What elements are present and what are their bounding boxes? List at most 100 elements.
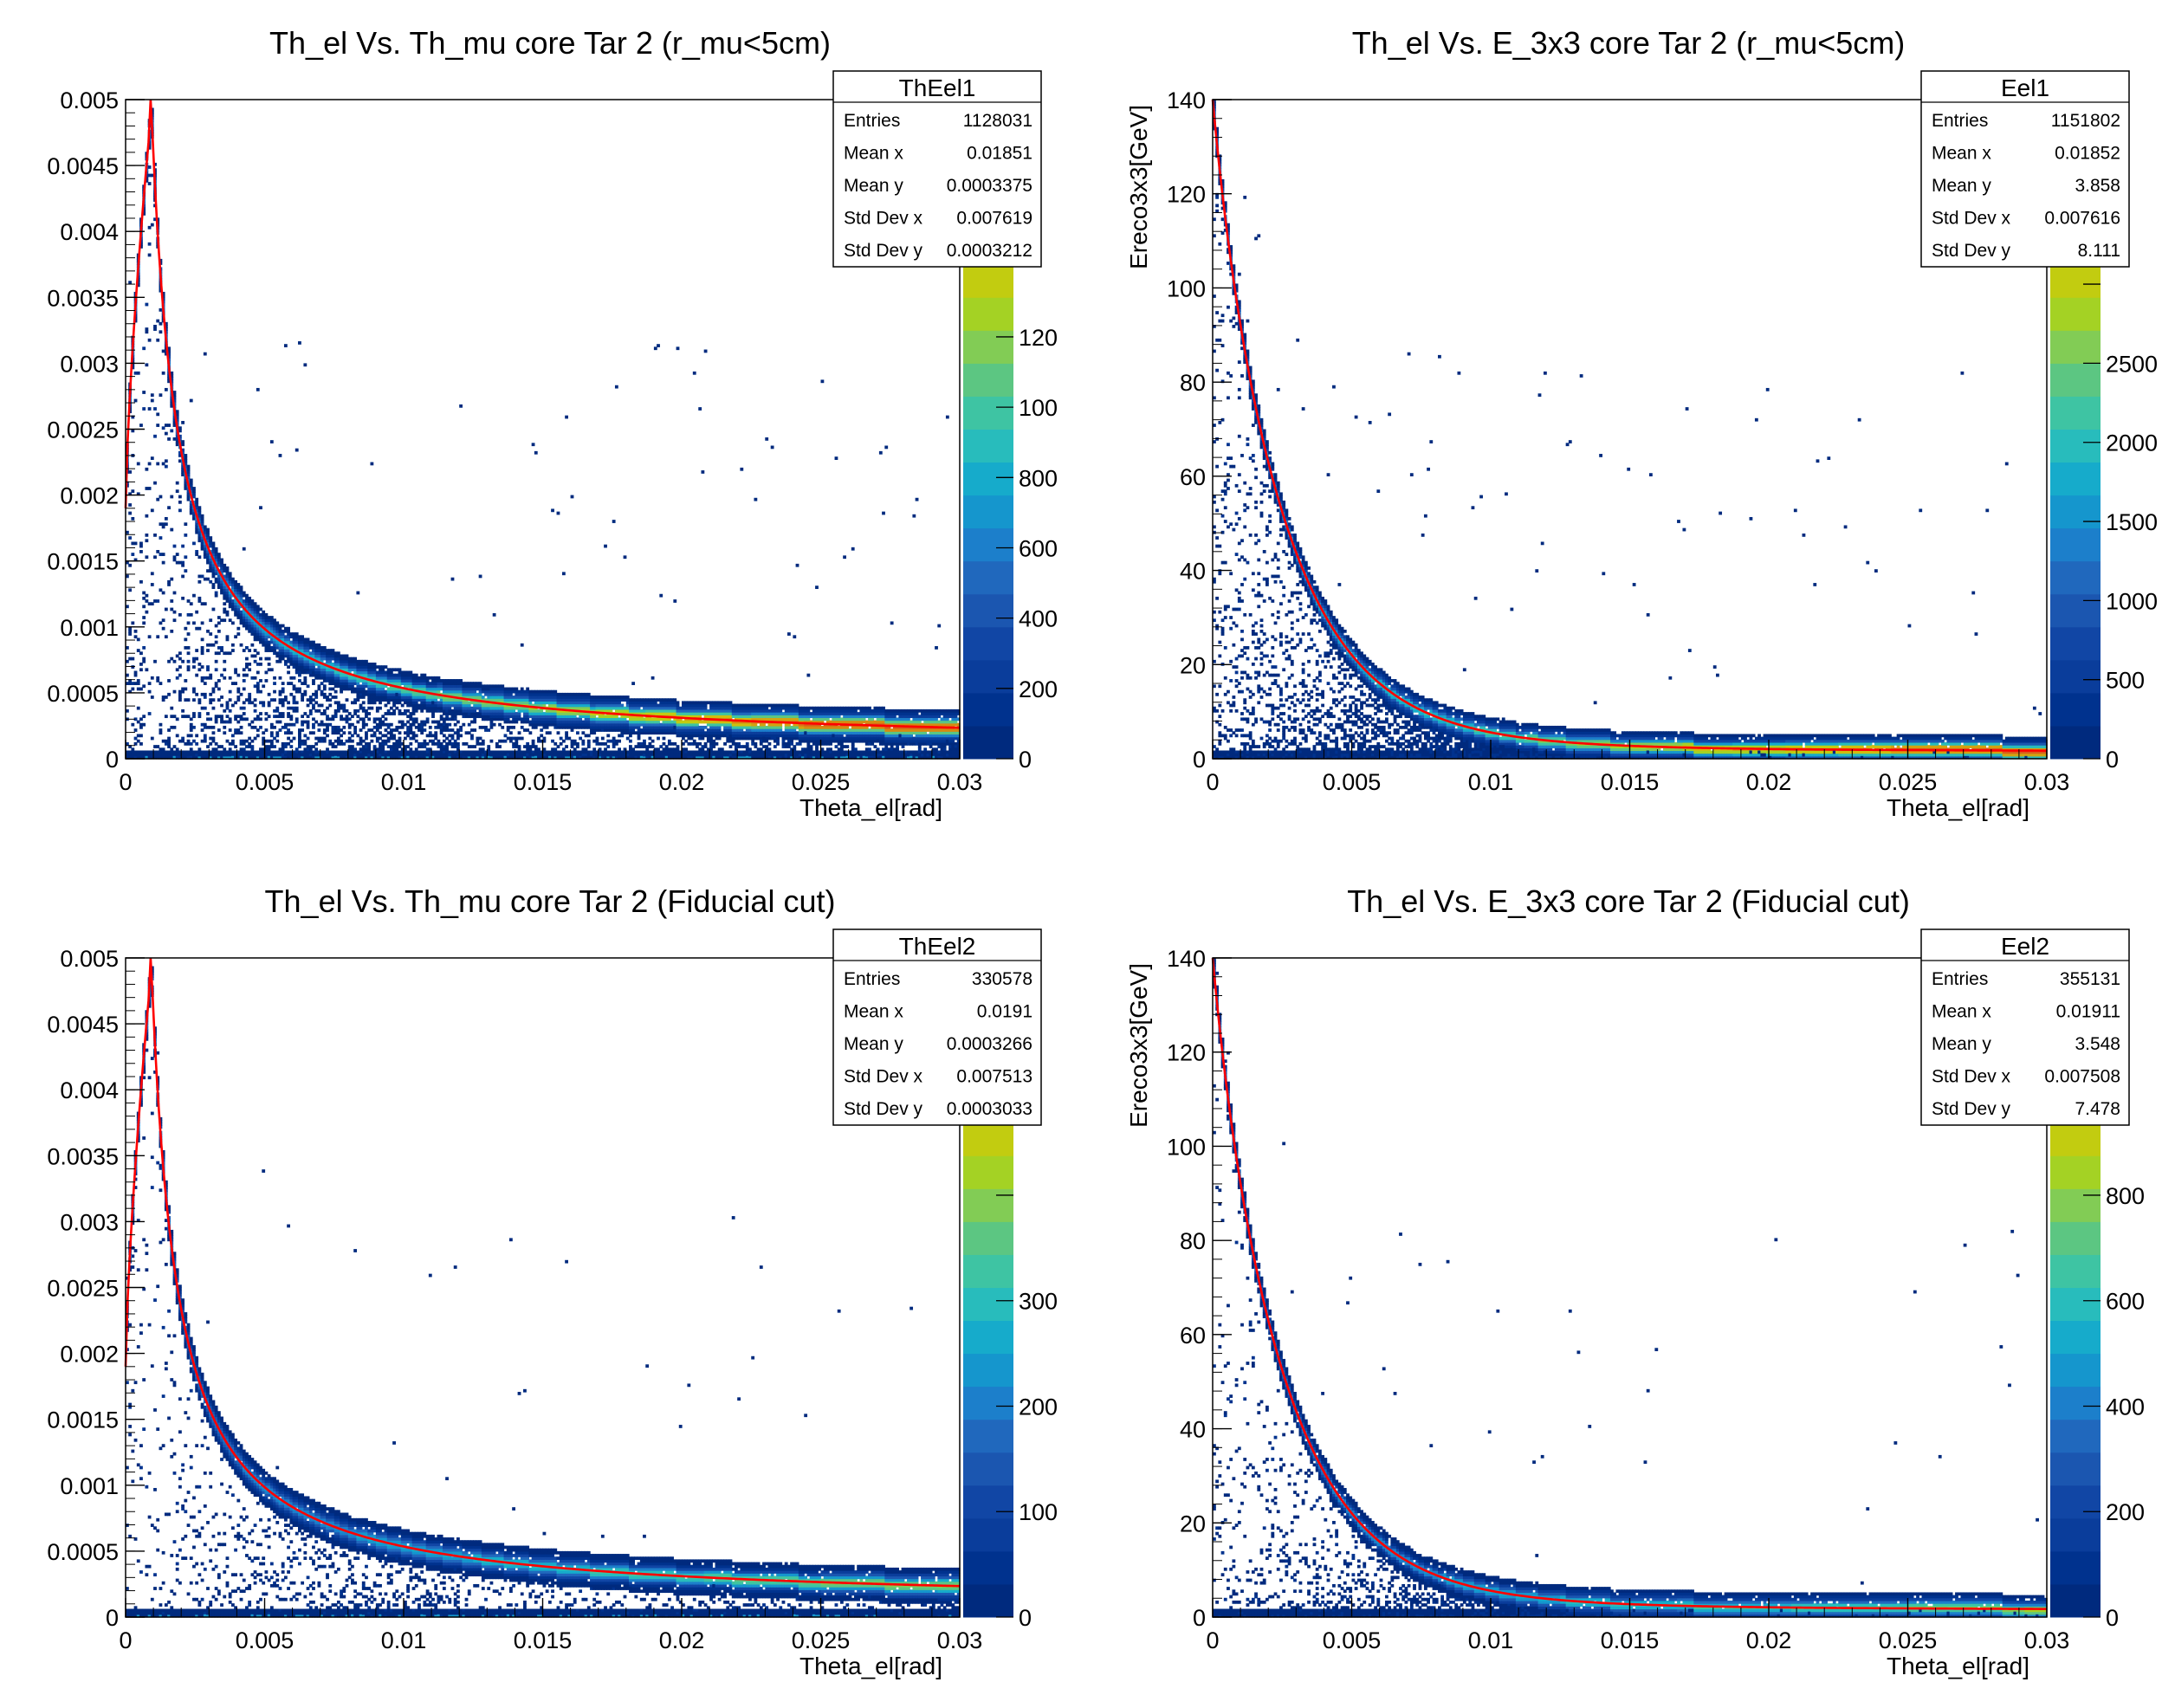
- heatmap-bin: [242, 668, 246, 672]
- heatmap-bin: [565, 745, 568, 748]
- heatmap-bin: [225, 703, 230, 708]
- heatmap-bin: [167, 750, 171, 754]
- heatmap-bin: [175, 560, 179, 565]
- heatmap-bin: [295, 654, 299, 658]
- heatmap-bin: [211, 563, 216, 567]
- heatmap-bin: [139, 424, 143, 427]
- heatmap-bin: [178, 508, 182, 513]
- heatmap-bin: [242, 687, 246, 691]
- heatmap-bin: [206, 668, 210, 672]
- heatmap-bin: [159, 393, 163, 398]
- heatmap-bin: [136, 682, 140, 685]
- heatmap-bin: [239, 715, 243, 719]
- heatmap-bin: [242, 593, 246, 598]
- heatmap-bin: [147, 143, 152, 147]
- heatmap-bin: [273, 640, 276, 644]
- heatmap-bin: [172, 393, 177, 398]
- heatmap-bin: [267, 640, 271, 644]
- heatmap-bin: [230, 734, 235, 738]
- heatmap-bin: [259, 663, 262, 666]
- heatmap-bin: [275, 659, 280, 663]
- heatmap-bin: [184, 637, 188, 642]
- heatmap-bin: [623, 555, 627, 560]
- heatmap-bin: [145, 467, 149, 471]
- heatmap-bin: [220, 715, 223, 719]
- heatmap-bin: [365, 736, 368, 741]
- heatmap-bin: [211, 706, 216, 710]
- heatmap-bin: [256, 753, 260, 757]
- heatmap-bin: [306, 736, 310, 741]
- heatmap-bin: [283, 750, 288, 754]
- heatmap-bin: [203, 541, 207, 546]
- heatmap-bin: [456, 720, 460, 724]
- heatmap-bin: [281, 637, 285, 642]
- heatmap-bin: [267, 649, 271, 652]
- heatmap-bin: [228, 574, 232, 579]
- heatmap-bin: [273, 689, 276, 694]
- heatmap-bin: [234, 728, 237, 732]
- heatmap-bin: [220, 586, 223, 590]
- heatmap-bin: [214, 720, 218, 724]
- heatmap-bin: [142, 346, 146, 351]
- heatmap-bin: [170, 599, 174, 603]
- heatmap-bin: [278, 626, 282, 631]
- heatmap-bin: [298, 728, 301, 732]
- heatmap-bin: [133, 670, 138, 675]
- heatmap-bin: [195, 692, 199, 696]
- heatmap-bin: [242, 747, 246, 752]
- heatmap-bin: [203, 555, 207, 560]
- heatmap-bin: [189, 741, 193, 746]
- heatmap-bin: [203, 676, 207, 680]
- heatmap-bin: [242, 753, 246, 757]
- heatmap-bin: [248, 663, 252, 666]
- heatmap-bin: [145, 487, 149, 490]
- heatmap-bin: [259, 679, 262, 683]
- heatmap-bin: [298, 679, 301, 683]
- heatmap-bin: [153, 533, 157, 537]
- heatmap-bin: [172, 618, 177, 623]
- heatmap-bin: [295, 659, 299, 663]
- heatmap-bin: [178, 750, 182, 754]
- heatmap-bin: [292, 632, 296, 636]
- heatmap-bin: [145, 533, 149, 537]
- heatmap-bin: [145, 514, 149, 518]
- heatmap-bin: [200, 539, 204, 543]
- heatmap-bin: [189, 734, 193, 738]
- heatmap-bin: [228, 651, 232, 656]
- heatmap-bin: [295, 755, 299, 760]
- heatmap-bin: [136, 462, 140, 466]
- heatmap-bin: [209, 579, 213, 584]
- heatmap-bin: [259, 621, 262, 625]
- heatmap-bin: [181, 689, 185, 694]
- heatmap-bin: [170, 706, 174, 710]
- heatmap-bin: [175, 750, 179, 754]
- heatmap-bin: [214, 555, 218, 560]
- heatmap-bin: [206, 555, 210, 560]
- heatmap-bin: [275, 654, 280, 658]
- heatmap-bin: [239, 750, 243, 754]
- heatmap-bin: [131, 516, 135, 521]
- heatmap-bin: [281, 657, 285, 661]
- heatmap-bin: [186, 739, 191, 743]
- heatmap-bin: [167, 692, 171, 696]
- heatmap-bin: [214, 635, 218, 639]
- heatmap-bin: [217, 629, 221, 633]
- heatmap-bin: [181, 687, 185, 691]
- heatmap-bin: [267, 643, 271, 647]
- heatmap-bin: [264, 679, 269, 683]
- heatmap-bin: [264, 717, 269, 721]
- heatmap-bin: [170, 715, 174, 719]
- heatmap-bin: [184, 698, 188, 702]
- heatmap-bin: [228, 689, 232, 694]
- heatmap-bin: [178, 429, 182, 433]
- heatmap-bin: [283, 654, 288, 658]
- heatmap-bin: [234, 750, 237, 754]
- heatmap-bin: [172, 544, 177, 548]
- heatmap-bin: [287, 629, 290, 633]
- heatmap-bin: [245, 698, 249, 702]
- heatmap-bin: [256, 632, 260, 636]
- heatmap-bin: [289, 654, 294, 658]
- heatmap-bin: [167, 755, 171, 760]
- heatmap-bin: [228, 728, 232, 732]
- heatmap-bin: [248, 755, 252, 760]
